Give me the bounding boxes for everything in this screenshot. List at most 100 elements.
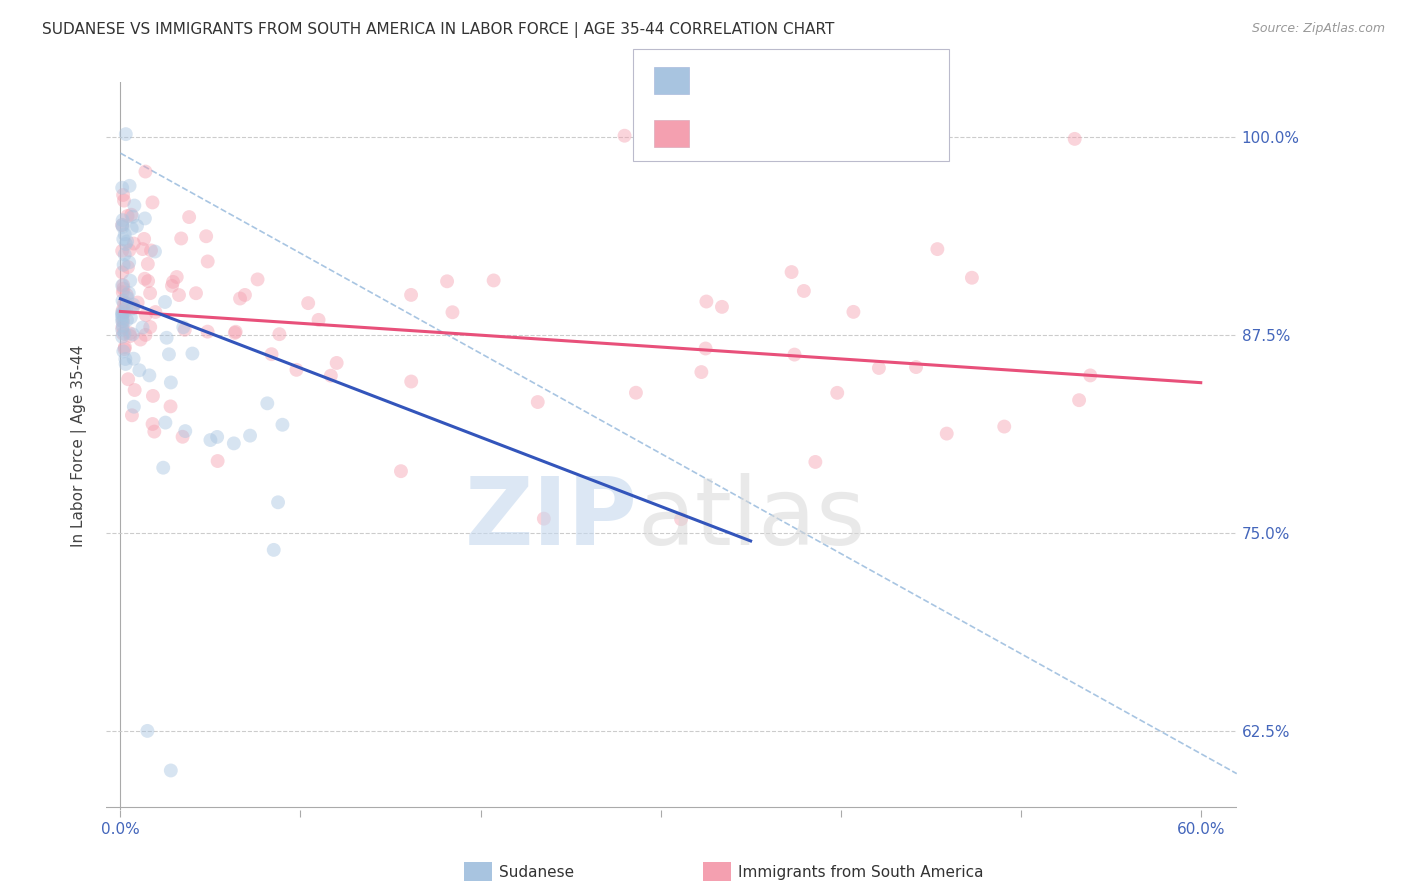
Point (269, 327, 291, 342)
Point (159, 764, 181, 778)
Point (1067, 393, 1090, 408)
Point (114, 357, 136, 371)
Point (167, 288, 190, 302)
Point (111, 278, 134, 293)
Point (117, 372, 139, 386)
Point (239, 428, 262, 442)
Point (111, 303, 134, 318)
Point (162, 275, 184, 289)
Point (710, 300, 733, 314)
Point (905, 360, 928, 375)
Point (325, 356, 347, 370)
Point (308, 313, 330, 327)
Point (111, 285, 134, 300)
Point (111, 330, 134, 344)
Point (246, 272, 269, 286)
Y-axis label: In Labor Force | Age 35-44: In Labor Force | Age 35-44 (72, 345, 87, 547)
Point (157, 347, 180, 361)
Point (399, 375, 422, 389)
Point (436, 274, 458, 288)
Text: -0.130: -0.130 (745, 125, 804, 143)
Point (174, 424, 197, 438)
Point (256, 396, 278, 410)
Point (783, 348, 806, 362)
Point (121, 327, 143, 342)
Point (118, 326, 141, 341)
Point (207, 454, 229, 468)
Point (112, 232, 135, 246)
Text: R =: R = (702, 125, 738, 143)
Point (114, 342, 136, 356)
Point (111, 213, 134, 227)
Point (115, 301, 138, 316)
Point (172, 430, 194, 444)
Point (143, 425, 166, 439)
Point (260, 347, 283, 361)
Point (155, 416, 177, 430)
Point (112, 344, 135, 359)
Point (111, 307, 134, 321)
Point (804, 455, 827, 469)
Point (112, 278, 135, 293)
Point (135, 308, 157, 322)
Point (233, 288, 256, 302)
Text: Sudanese: Sudanese (499, 865, 574, 880)
Point (263, 542, 285, 557)
Point (225, 325, 247, 339)
Point (114, 227, 136, 242)
Point (297, 296, 319, 310)
Point (124, 383, 146, 397)
Point (181, 346, 204, 360)
Point (111, 244, 134, 258)
Point (114, 326, 136, 341)
Point (122, 236, 145, 251)
Point (533, 511, 555, 525)
Point (118, 178, 141, 193)
Point (1063, 132, 1085, 146)
Point (143, 244, 166, 259)
Point (128, 363, 150, 377)
Point (156, 331, 179, 345)
Point (111, 218, 134, 232)
Point (120, 208, 142, 222)
Point (131, 320, 153, 334)
Point (129, 333, 152, 347)
Point (179, 210, 201, 224)
Point (117, 209, 139, 223)
Point (134, 272, 156, 286)
Point (122, 298, 145, 312)
Point (825, 385, 848, 400)
Point (229, 292, 252, 306)
Point (120, 329, 142, 343)
Point (690, 365, 713, 379)
Text: Source: ZipAtlas.com: Source: ZipAtlas.com (1251, 22, 1385, 36)
Point (172, 320, 194, 334)
Text: SUDANESE VS IMMIGRANTS FROM SOUTH AMERICA IN LABOR FORCE | AGE 35-44 CORRELATION: SUDANESE VS IMMIGRANTS FROM SOUTH AMERIC… (42, 22, 835, 38)
Point (134, 164, 156, 178)
Point (127, 295, 149, 310)
Text: N=: N= (808, 125, 839, 143)
Point (121, 221, 143, 235)
Point (441, 305, 464, 319)
Point (267, 495, 290, 509)
Point (271, 417, 294, 432)
Point (200, 433, 222, 447)
Point (112, 282, 135, 296)
Point (112, 314, 135, 328)
Point (153, 295, 176, 310)
Point (115, 235, 138, 249)
Point (121, 409, 143, 423)
Point (111, 309, 134, 323)
Point (141, 195, 163, 210)
Point (173, 323, 195, 337)
Point (935, 426, 957, 441)
Point (139, 286, 162, 301)
Point (613, 128, 636, 143)
Point (695, 294, 717, 309)
Text: 103: 103 (848, 125, 883, 143)
Point (205, 430, 228, 444)
Point (319, 368, 342, 383)
Point (1078, 368, 1101, 383)
Point (111, 323, 134, 337)
Point (131, 242, 153, 256)
